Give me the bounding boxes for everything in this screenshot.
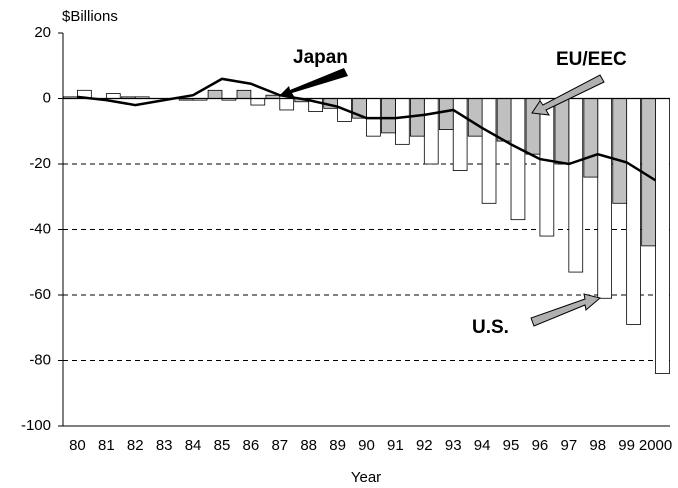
- x-tick-label: 87: [271, 437, 288, 454]
- x-tick-label: 89: [329, 437, 346, 454]
- x-tick-label: 81: [98, 437, 115, 454]
- bar: [612, 98, 628, 204]
- bar: [583, 98, 599, 178]
- us-arrow: [530, 293, 602, 327]
- y-tick-label: -80: [29, 351, 51, 368]
- x-tick-label: 2000: [639, 437, 672, 454]
- eu-arrow: [531, 74, 605, 116]
- bar: [438, 98, 454, 131]
- x-tick-label: 88: [300, 437, 317, 454]
- bar: [381, 98, 396, 134]
- x-tick-label: 96: [532, 437, 549, 454]
- y-tick-label: -60: [29, 286, 51, 303]
- x-tick-label: 85: [214, 437, 231, 454]
- bar: [105, 93, 121, 99]
- y-tick-label: 0: [43, 89, 51, 106]
- bar: [626, 98, 641, 325]
- bar: [597, 98, 613, 299]
- x-tick-label: 90: [358, 437, 375, 454]
- bar: [655, 98, 670, 375]
- eu-label: EU/EEC: [556, 49, 627, 70]
- bar: [395, 98, 410, 145]
- bar: [481, 98, 497, 204]
- us-label: U.S.: [472, 317, 509, 338]
- x-tick-label: 93: [445, 437, 462, 454]
- x-tick-label: 97: [560, 437, 577, 454]
- x-tick-label: 86: [243, 437, 260, 454]
- bar: [236, 89, 252, 99]
- x-tick-label: 83: [156, 437, 173, 454]
- bar: [568, 98, 584, 273]
- y-tick-label: -20: [29, 155, 51, 172]
- bar: [423, 98, 439, 165]
- x-tick-label: 95: [503, 437, 520, 454]
- bar: [279, 98, 295, 111]
- bar: [467, 98, 483, 137]
- bar: [554, 98, 570, 165]
- y-axis-label: $Billions: [62, 8, 118, 25]
- bar: [207, 89, 223, 99]
- y-tick-label: -100: [21, 417, 51, 434]
- x-tick-label: 84: [185, 437, 202, 454]
- bar: [452, 98, 468, 171]
- japan-arrow: [279, 68, 348, 98]
- x-tick-label: 98: [589, 437, 606, 454]
- bar: [510, 98, 526, 221]
- x-tick-label: 92: [416, 437, 433, 454]
- bar: [250, 98, 266, 106]
- line-series: [77, 77, 657, 182]
- y-tick-label: 20: [34, 24, 51, 41]
- x-tick-label: 91: [387, 437, 404, 454]
- x-tick-label: 99: [618, 437, 635, 454]
- bar: [539, 98, 555, 237]
- x-axis-label: Year: [351, 469, 381, 486]
- x-tick-label: 94: [474, 437, 491, 454]
- x-tick-label: 80: [69, 437, 86, 454]
- x-tick-label: 82: [127, 437, 144, 454]
- bar: [496, 98, 512, 142]
- japan-label: Japan: [293, 47, 348, 68]
- y-tick-label: -40: [29, 220, 51, 237]
